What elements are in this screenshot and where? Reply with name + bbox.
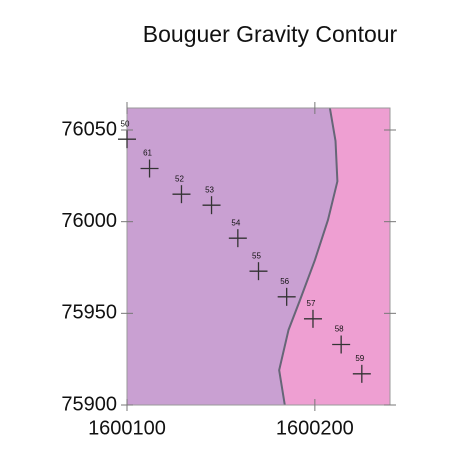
station-label: 58	[335, 325, 344, 334]
station-marker	[332, 335, 351, 354]
station-label: 55	[252, 251, 261, 260]
station-marker	[140, 159, 159, 178]
station-marker	[303, 309, 322, 328]
y-tick-label: 75900	[61, 393, 117, 415]
station-marker	[277, 287, 296, 306]
x-tick-label: 1600100	[88, 417, 166, 439]
station-label: 61	[143, 149, 152, 158]
y-tick-label: 75950	[61, 302, 117, 324]
station-label: 57	[307, 299, 316, 308]
station-label: 54	[231, 218, 240, 227]
station-label: 50	[121, 119, 130, 128]
y-tick-label: 76050	[61, 118, 117, 140]
region-left	[127, 108, 338, 405]
station-label: 56	[280, 277, 289, 286]
station-marker	[202, 196, 221, 215]
station-marker	[352, 364, 371, 383]
chart-title: Bouguer Gravity Contour	[143, 21, 398, 47]
station-marker	[249, 262, 268, 281]
x-tick-label: 1600200	[276, 417, 354, 439]
station-label: 59	[355, 354, 364, 363]
station-marker	[172, 185, 191, 204]
contour-line	[278, 107, 339, 406]
station-marker	[118, 130, 136, 149]
station-marker	[228, 229, 247, 248]
plot-frame	[126, 107, 391, 406]
region-right	[279, 108, 390, 405]
y-tick-label: 76000	[61, 210, 117, 232]
station-label: 52	[175, 174, 184, 183]
station-label: 53	[205, 185, 214, 194]
